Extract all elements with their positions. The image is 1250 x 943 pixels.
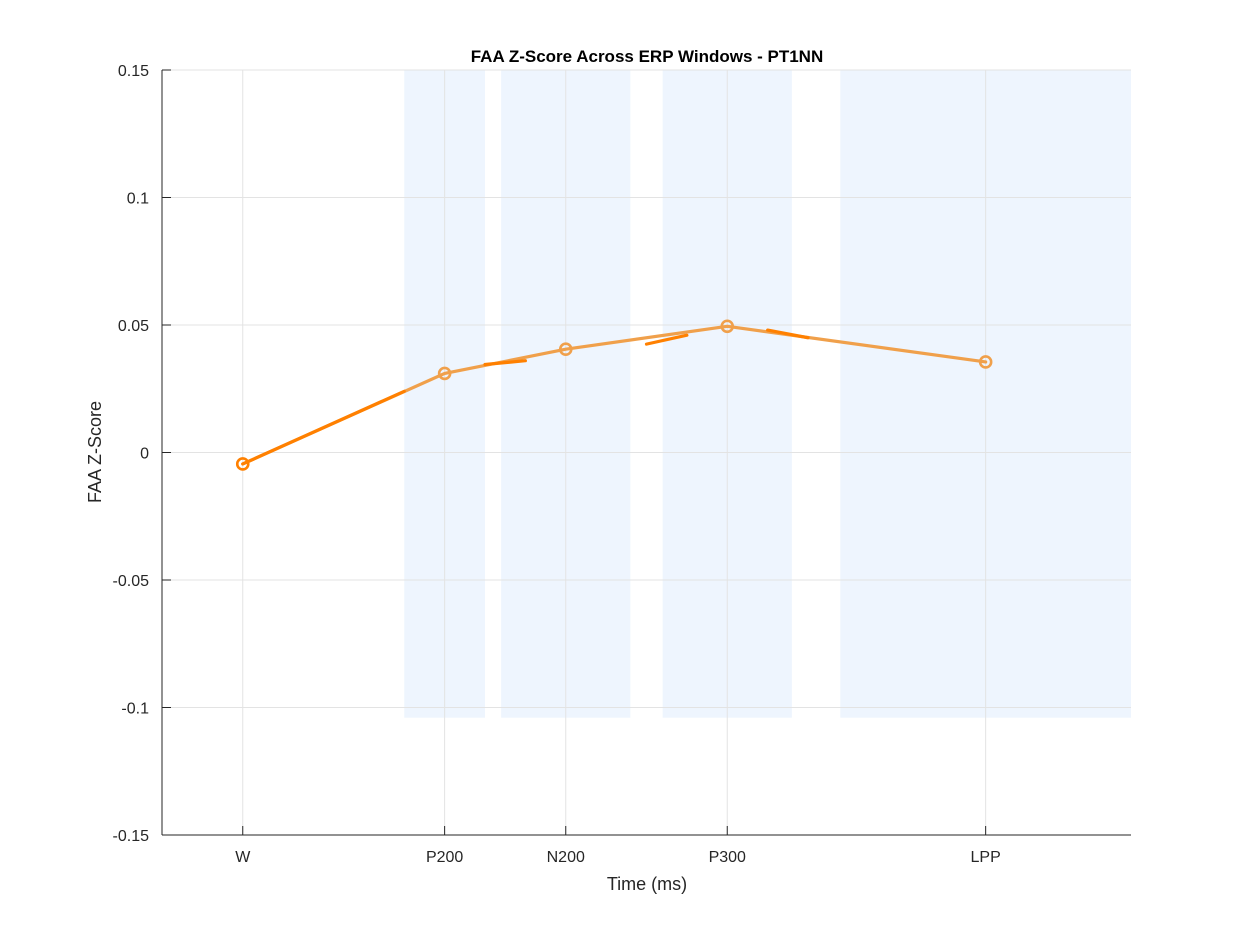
y-tick-label: 0.15	[118, 63, 149, 80]
y-tick-label: -0.15	[113, 828, 150, 845]
series-markers	[235, 319, 993, 471]
data-point-p300	[720, 319, 735, 334]
series-highlight-segment-3	[644, 333, 689, 346]
data-point-n200	[558, 342, 573, 357]
y-tick-label: 0	[140, 446, 149, 463]
chart-title: FAA Z-Score Across ERP Windows - PT1NN	[471, 47, 824, 66]
y-tick-label: 0.05	[118, 318, 149, 335]
series-line	[241, 324, 988, 466]
grid-lines	[162, 69, 1131, 836]
y-tick-label: 0.1	[127, 191, 149, 208]
x-axis-label: Time (ms)	[607, 874, 687, 894]
axes	[161, 69, 1131, 836]
x-tick-label: W	[235, 849, 251, 866]
x-tick-label: N200	[547, 849, 585, 866]
tick-labels: -0.15 -0.1 -0.05 0 0.05 0.1 0.15 W P200 N200 P300 L…	[113, 63, 1001, 866]
y-tick-label: -0.05	[113, 573, 150, 590]
x-tick-label: P300	[709, 849, 746, 866]
y-tick-label: -0.1	[121, 701, 149, 718]
series-highlight-segment-1	[241, 389, 406, 466]
y-axis-label: FAA Z-Score	[85, 401, 105, 503]
series-highlight-segment-2	[483, 359, 527, 367]
erp-window-shading	[404, 70, 1131, 718]
x-tick-label: LPP	[971, 849, 1001, 866]
data-point-lpp	[978, 355, 993, 369]
data-point-p200	[437, 366, 452, 381]
x-tick-label: P200	[426, 849, 463, 866]
data-point-w	[235, 457, 250, 471]
series-highlight-segment-4	[766, 328, 810, 340]
